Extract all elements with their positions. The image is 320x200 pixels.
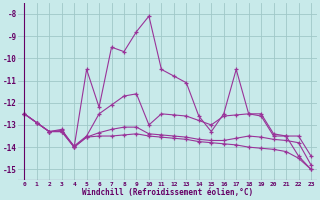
X-axis label: Windchill (Refroidissement éolien,°C): Windchill (Refroidissement éolien,°C) — [82, 188, 253, 197]
